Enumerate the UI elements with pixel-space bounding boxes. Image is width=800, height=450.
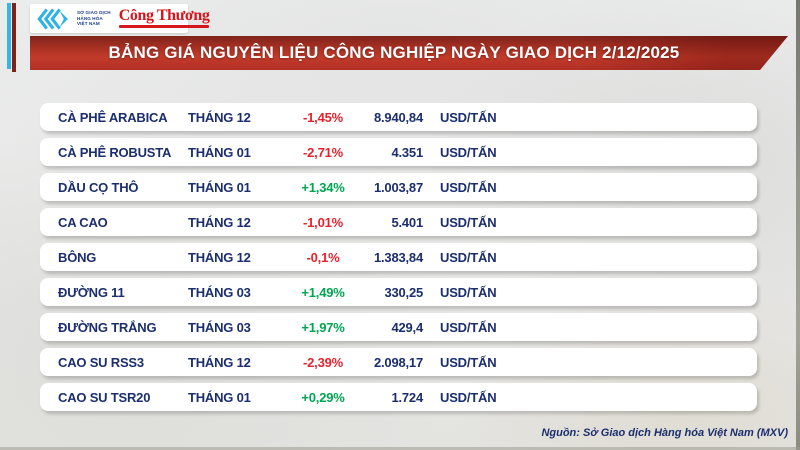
mxv-name-line1: SỞ GIAO DỊCH xyxy=(77,9,111,15)
photo-edge-right xyxy=(796,0,800,450)
price-unit: USD/TẤN xyxy=(440,214,497,230)
contract-month: THÁNG 01 xyxy=(188,179,251,195)
mxv-name: SỞ GIAO DỊCH HÀNG HÓA VIỆT NAM xyxy=(77,10,111,27)
contract-month: THÁNG 01 xyxy=(188,389,251,405)
price-value: 1.003,87 xyxy=(373,179,423,195)
accent-bar-cyan xyxy=(7,3,11,69)
price-value: 2.098,17 xyxy=(373,354,423,370)
price-unit: USD/TẤN xyxy=(440,389,497,405)
commodity-name: CÀ PHÊ ARABICA xyxy=(58,109,168,125)
mxv-name-line2: HÀNG HÓA xyxy=(77,15,103,21)
price-value: 1.724 xyxy=(391,389,423,405)
commodity-name: CÀ PHÊ ROBUSTA xyxy=(58,144,172,160)
price-value: 330,25 xyxy=(384,284,423,300)
change-percent: -2,39% xyxy=(303,354,343,370)
page-title: BẢNG GIÁ NGUYÊN LIỆU CÔNG NGHIỆP NGÀY GI… xyxy=(108,43,680,62)
congthuong-underline xyxy=(118,24,210,28)
commodity-name: ĐƯỜNG 11 xyxy=(58,284,125,300)
commodity-name: BÔNG xyxy=(58,249,97,265)
price-unit: USD/TẤN xyxy=(440,354,497,370)
price-value: 429,4 xyxy=(391,319,423,335)
table-row: CÀ PHÊ ROBUSTA THÁNG 01 -2,71% 4.351 USD… xyxy=(40,138,757,166)
congthuong-logo: Công Thương xyxy=(118,6,210,28)
table-row: CAO SU RSS3 THÁNG 12 -2,39% 2.098,17 USD… xyxy=(40,348,757,376)
price-unit: USD/TẤN xyxy=(440,249,497,265)
commodity-name: CAO SU TSR20 xyxy=(58,389,151,405)
title-banner: BẢNG GIÁ NGUYÊN LIỆU CÔNG NGHIỆP NGÀY GI… xyxy=(30,36,788,70)
contract-month: THÁNG 01 xyxy=(188,144,251,160)
change-percent: +1,49% xyxy=(301,284,345,300)
table-row: CÀ PHÊ ARABICA THÁNG 12 -1,45% 8.940,84 … xyxy=(40,103,757,131)
contract-month: THÁNG 03 xyxy=(188,284,251,300)
contract-month: THÁNG 12 xyxy=(188,354,251,370)
commodity-name: CAO SU RSS3 xyxy=(58,354,144,370)
table-row: ĐƯỜNG 11 THÁNG 03 +1,49% 330,25 USD/TẤN xyxy=(40,278,757,306)
table-row: CA CAO THÁNG 12 -1,01% 5.401 USD/TẤN xyxy=(40,208,757,236)
commodity-name: DẦU CỌ THÔ xyxy=(58,179,139,195)
change-percent: -1,45% xyxy=(303,109,343,125)
congthuong-wordmark: Công Thương xyxy=(118,6,210,24)
commodity-name: CA CAO xyxy=(58,214,108,230)
price-value: 4.351 xyxy=(391,144,423,160)
photo-edge-bottom xyxy=(0,447,800,450)
contract-month: THÁNG 12 xyxy=(188,249,251,265)
change-percent: +1,34% xyxy=(301,179,345,195)
change-percent: -0,1% xyxy=(306,249,340,265)
price-value: 5.401 xyxy=(391,214,423,230)
change-percent: -1,01% xyxy=(303,214,343,230)
change-percent: +1,97% xyxy=(301,319,345,335)
table-row: DẦU CỌ THÔ THÁNG 01 +1,34% 1.003,87 USD/… xyxy=(40,173,757,201)
change-percent: +0,29% xyxy=(301,389,345,405)
contract-month: THÁNG 12 xyxy=(188,214,251,230)
price-unit: USD/TẤN xyxy=(440,284,497,300)
mxv-chevron-icon xyxy=(37,7,68,30)
price-unit: USD/TẤN xyxy=(440,109,497,125)
price-unit: USD/TẤN xyxy=(440,179,497,195)
logo-plate: SỞ GIAO DỊCH HÀNG HÓA VIỆT NAM Công Thươ… xyxy=(30,4,210,33)
price-table: CÀ PHÊ ARABICA THÁNG 12 -1,45% 8.940,84 … xyxy=(40,103,757,418)
source-attribution: Nguồn: Sở Giao dịch Hàng hóa Việt Nam (M… xyxy=(541,427,788,439)
accent-bar-maroon xyxy=(12,3,16,72)
table-row: BÔNG THÁNG 12 -0,1% 1.383,84 USD/TẤN xyxy=(40,243,757,271)
table-row: CAO SU TSR20 THÁNG 01 +0,29% 1.724 USD/T… xyxy=(40,383,757,411)
price-unit: USD/TẤN xyxy=(440,319,497,335)
contract-month: THÁNG 12 xyxy=(188,109,251,125)
price-value: 1.383,84 xyxy=(373,249,423,265)
price-unit: USD/TẤN xyxy=(440,144,497,160)
table-row: ĐƯỜNG TRẮNG THÁNG 03 +1,97% 429,4 USD/TẤ… xyxy=(40,313,757,341)
change-percent: -2,71% xyxy=(303,144,343,160)
mxv-name-line3: VIỆT NAM xyxy=(77,21,100,27)
contract-month: THÁNG 03 xyxy=(188,319,251,335)
commodity-name: ĐƯỜNG TRẮNG xyxy=(58,319,157,335)
price-value: 8.940,84 xyxy=(373,109,423,125)
